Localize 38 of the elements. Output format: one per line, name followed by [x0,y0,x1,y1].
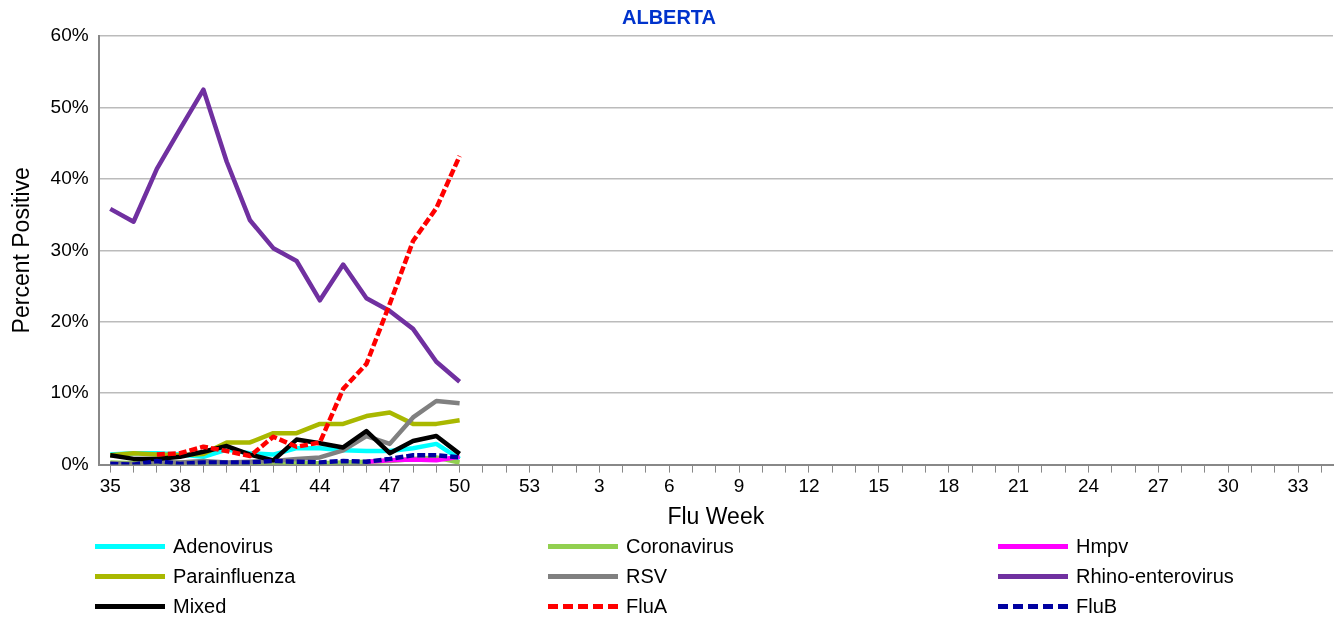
x-tick-label: 18 [938,475,960,497]
y-tick-label: 30% [50,238,89,260]
x-tick-label: 47 [379,475,401,497]
x-tick-label: 44 [309,475,331,497]
legend-label: FluB [1076,594,1118,617]
y-tick-label: 0% [61,452,89,474]
x-tick-label: 3 [594,475,605,497]
x-axis-title: Flu Week [667,502,765,529]
y-tick-label: 10% [50,381,89,403]
y-axis-title: Percent Positive [8,167,35,334]
legend-label: RSV [626,564,668,588]
y-tick-label: 50% [50,95,89,117]
y-tick-label: 40% [50,167,89,189]
legend-label: Rhino-enterovirus [1076,564,1234,588]
y-tick-label: 60% [50,24,89,46]
legend-label: Parainfluenza [173,564,296,588]
legend-label: Coronavirus [626,534,734,558]
chart-title: ALBERTA [621,5,717,28]
x-tick-label: 15 [868,475,890,497]
legend-label: FluA [626,594,668,617]
x-tick-label: 6 [663,475,675,497]
y-tick-label: 20% [50,309,89,331]
x-tick-label: 9 [733,475,745,497]
x-tick-label: 30 [1217,475,1239,497]
x-tick-label: 33 [1287,475,1309,497]
x-tick-label: 27 [1147,475,1169,497]
legend-label: Hmpv [1076,534,1129,558]
legend-label: Mixed [173,594,227,617]
x-tick-label: 35 [99,475,121,497]
x-tick-label: 50 [449,475,471,497]
x-tick-label: 21 [1008,475,1030,497]
x-tick-label: 38 [169,475,191,497]
x-tick-label: 24 [1077,475,1100,497]
x-tick-label: 12 [798,475,820,497]
line-series [154,153,462,459]
x-tick-label: 41 [239,475,261,497]
x-tick-label: 53 [518,475,541,497]
legend-label: Adenovirus [173,534,274,558]
